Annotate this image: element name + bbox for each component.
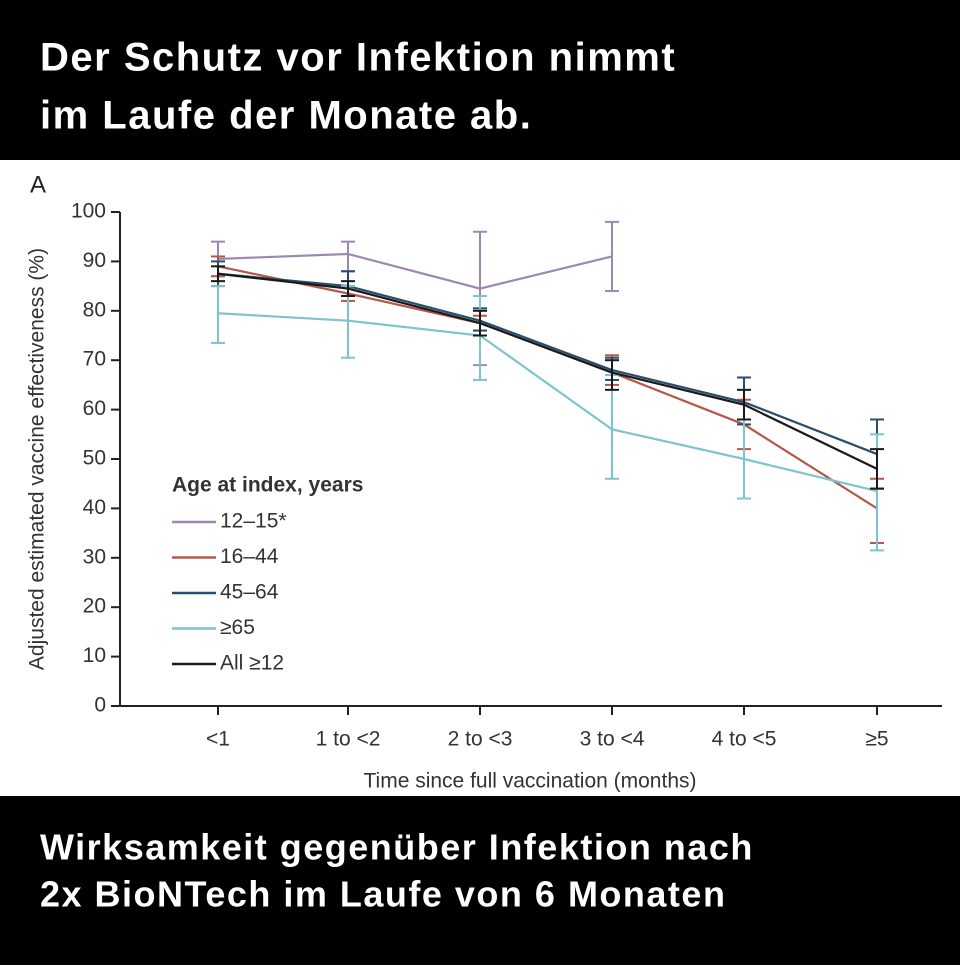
legend-label: ≥65 — [220, 616, 255, 639]
footer-line: 2x BioNTech im Laufe von 6 Monaten — [40, 874, 726, 915]
series-line — [217, 252, 613, 290]
series-line — [217, 272, 878, 456]
x-tick-label: 1 to <2 — [316, 728, 381, 751]
x-tick-label: ≥5 — [865, 728, 888, 751]
y-tick-label: 90 — [83, 249, 106, 272]
y-tick-label: 40 — [83, 496, 106, 519]
y-tick-label: 20 — [83, 595, 106, 618]
y-tick-label: 60 — [83, 397, 106, 420]
error-bar — [473, 309, 487, 337]
error-bar — [737, 388, 751, 421]
x-tick-label: <1 — [206, 728, 230, 751]
y-tick-label: 70 — [83, 348, 106, 371]
header-line: im Laufe der Monate ab. — [40, 94, 532, 138]
series-line — [217, 312, 878, 493]
error-bar — [870, 448, 884, 490]
x-tick-label: 2 to <3 — [448, 728, 513, 751]
y-tick-label: 0 — [94, 694, 106, 717]
panel-label: A — [30, 171, 46, 198]
x-axis-title: Time since full vaccination (months) — [363, 770, 696, 793]
legend-title: Age at index, years — [172, 474, 363, 497]
error-bar — [211, 265, 225, 283]
error-bar — [211, 285, 225, 344]
x-tick-label: 3 to <4 — [580, 728, 645, 751]
footer-line: Wirksamkeit gegenüber Infektion nach — [40, 827, 754, 868]
y-tick-label: 10 — [83, 644, 106, 667]
error-bar — [341, 280, 355, 297]
error-bar — [605, 359, 619, 391]
series-line — [217, 272, 878, 470]
error-bar — [605, 220, 619, 293]
legend-label: 16–44 — [220, 545, 279, 568]
y-tick-label: 100 — [71, 200, 106, 223]
legend-label: 12–15* — [220, 510, 287, 533]
x-tick-label: 4 to <5 — [712, 728, 777, 751]
y-tick-label: 30 — [83, 545, 106, 568]
y-tick-label: 80 — [83, 298, 106, 321]
y-axis-title: Adjusted estimated vaccine effectiveness… — [26, 248, 49, 670]
header-line: Der Schutz vor Infektion nimmt — [40, 36, 676, 80]
y-tick-label: 50 — [83, 447, 106, 470]
legend-label: 45–64 — [220, 581, 279, 604]
legend-label: All ≥12 — [220, 652, 284, 675]
